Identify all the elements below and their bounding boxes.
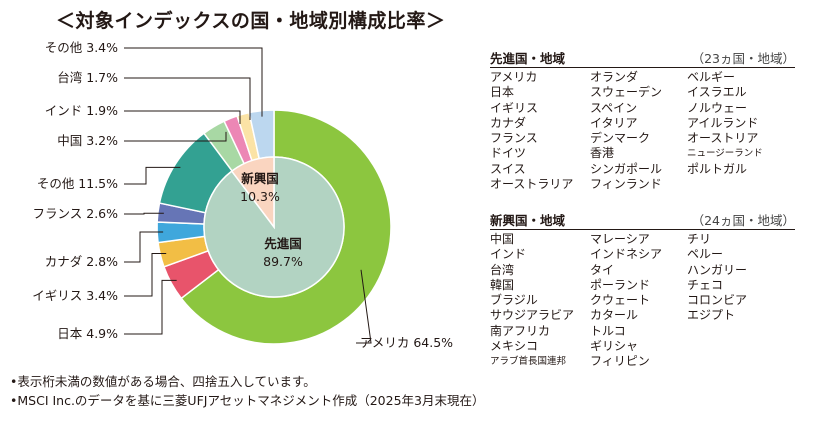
developed-country: 香港 <box>590 146 615 161</box>
developed-country: スイス <box>490 161 526 176</box>
emerging-country: エジプト <box>687 308 736 323</box>
developed-column-1: オランダ スウェーデン スペイン イタリア デンマーク 香港 シンガポール フィンランド <box>590 70 662 192</box>
developed-country: フィンランド <box>590 177 662 192</box>
developed-country: ポルトガル <box>687 161 748 176</box>
developed-country: デンマーク <box>590 131 651 146</box>
emerging-country: 韓国 <box>490 277 515 292</box>
slice-label-3: カナダ 2.8% <box>45 254 118 269</box>
emerging-country: タイ <box>590 262 615 277</box>
slice-label-4: フランス 2.6% <box>33 206 119 221</box>
developed-country: スペイン <box>590 100 638 115</box>
slice-label-2: イギリス 3.4% <box>32 288 118 303</box>
emerging-count: （24ヵ国・地域） <box>691 213 795 228</box>
footnote-source: •MSCI Inc.のデータを基に三菱UFJアセットマネジメント作成（2025年… <box>10 393 485 408</box>
inner-label-0: 先進国 <box>264 236 302 251</box>
developed-country: ベルギー <box>687 70 736 84</box>
emerging-country: ギリシャ <box>590 339 639 354</box>
slice-label-9: その他 3.4% <box>45 40 118 55</box>
inner-pie <box>203 156 345 298</box>
developed-country: フランス <box>490 131 538 146</box>
emerging-country: 台湾 <box>490 262 515 277</box>
developed-column-2: ベルギー イスラエル ノルウェー アイルランド オーストリア ニュージーランド ポルトガル <box>687 70 763 177</box>
emerging-country: カタール <box>590 308 639 323</box>
leader-line-6 <box>124 131 227 142</box>
slice-label-0: アメリカ 64.5% <box>360 335 453 350</box>
developed-country: オーストリア <box>687 131 759 146</box>
developed-header: 先進国・地域 （23ヵ国・地域） <box>490 45 795 68</box>
leader-line-7 <box>124 110 241 124</box>
developed-country: アメリカ <box>490 70 538 84</box>
emerging-column-2: チリ ペルー ハンガリー チェコ コロンビア エジプト <box>687 232 747 324</box>
emerging-country: フィリピン <box>590 354 650 369</box>
outer-ring <box>156 109 392 345</box>
developed-count: （23ヵ国・地域） <box>691 51 795 66</box>
developed-country: オランダ <box>590 70 639 84</box>
emerging-country: コロンビア <box>687 293 748 308</box>
emerging-country: ペルー <box>687 247 724 262</box>
developed-country: ノルウェー <box>687 100 748 115</box>
developed-column-0: アメリカ 日本 イギリス カナダ フランス ドイツ スイス オーストラリア <box>490 70 573 192</box>
developed-country: 日本 <box>490 85 515 100</box>
inner-label-1: 新興国 <box>241 171 279 186</box>
leader-lines <box>124 47 372 344</box>
emerging-country: アラブ首長国連邦 <box>490 356 567 368</box>
slice-label-1: 日本 4.9% <box>57 326 118 341</box>
inner-value-0: 89.7% <box>263 254 303 269</box>
emerging-country: メキシコ <box>490 339 539 354</box>
developed-country: オーストラリア <box>490 177 574 192</box>
inner-value-1: 10.3% <box>240 189 280 204</box>
slice-label-5: その他 11.5% <box>37 176 118 191</box>
developed-country: シンガポール <box>590 161 663 176</box>
emerging-country: チリ <box>687 232 712 246</box>
developed-country: ニュージーランド <box>687 148 763 160</box>
leader-line-4 <box>124 212 164 215</box>
leader-line-8 <box>124 77 251 120</box>
inner-labels: 先進国 89.7% 新興国 10.3% <box>240 171 303 269</box>
emerging-country: チェコ <box>687 277 724 292</box>
slice-label-8: 台湾 1.7% <box>57 70 118 85</box>
emerging-country: ブラジル <box>490 293 538 308</box>
leader-line-5 <box>124 166 181 185</box>
chart-title: ＜対象インデックスの国・地域別構成比率＞ <box>56 10 446 32</box>
developed-country: スウェーデン <box>590 85 663 100</box>
emerging-title: 新興国・地域 <box>490 213 566 228</box>
developed-country: イタリア <box>590 115 638 130</box>
emerging-country: マレーシア <box>590 232 650 246</box>
emerging-country: 中国 <box>490 232 515 246</box>
emerging-markets-panel: 新興国・地域 （24ヵ国・地域） 中国 インド 台湾 韓国 ブラジル サウジアラビア 南アフ… <box>490 207 795 368</box>
emerging-country: ハンガリー <box>687 262 748 277</box>
slice-labels: アメリカ 64.5% 日本 4.9% イギリス 3.4% カナダ 2.8% フランス 2… <box>32 40 453 350</box>
inner-slice-1 <box>230 156 275 230</box>
leader-line-1 <box>124 279 177 335</box>
leader-line-9 <box>124 47 263 117</box>
emerging-country: クウェート <box>590 293 651 308</box>
leader-line-0 <box>356 269 372 344</box>
slice-label-7: インド 1.9% <box>45 103 118 118</box>
footnote-rounding: •表示桁未満の数値がある場合、四捨五入しています。 <box>10 374 316 389</box>
developed-title: 先進国・地域 <box>490 51 566 66</box>
emerging-column-1: マレーシア インドネシア タイ ポーランド クウェート カタール トルコ ギリシャ フィリピン <box>590 232 662 370</box>
emerging-country: インド <box>490 247 527 262</box>
developed-country: イギリス <box>490 100 539 115</box>
leader-line-2 <box>124 252 167 297</box>
developed-country: アイルランド <box>687 115 759 130</box>
developed-country: イスラエル <box>687 85 747 100</box>
emerging-country: トルコ <box>590 323 626 338</box>
slice-label-6: 中国 3.2% <box>57 133 118 148</box>
emerging-column-0: 中国 インド 台湾 韓国 ブラジル サウジアラビア 南アフリカ メキシコアラブ首長国連邦 <box>490 232 574 370</box>
emerging-country: ポーランド <box>590 277 651 292</box>
emerging-country: サウジアラビア <box>490 308 575 323</box>
developed-country: ドイツ <box>490 146 527 161</box>
emerging-header: 新興国・地域 （24ヵ国・地域） <box>490 207 795 230</box>
emerging-country: インドネシア <box>590 247 663 262</box>
leader-line-3 <box>124 231 164 263</box>
developed-markets-panel: 先進国・地域 （23ヵ国・地域） アメリカ 日本 イギリス カナダ フランス ドイツ スイス… <box>490 45 795 191</box>
emerging-country: 南アフリカ <box>490 323 551 338</box>
developed-country: カナダ <box>490 115 527 130</box>
